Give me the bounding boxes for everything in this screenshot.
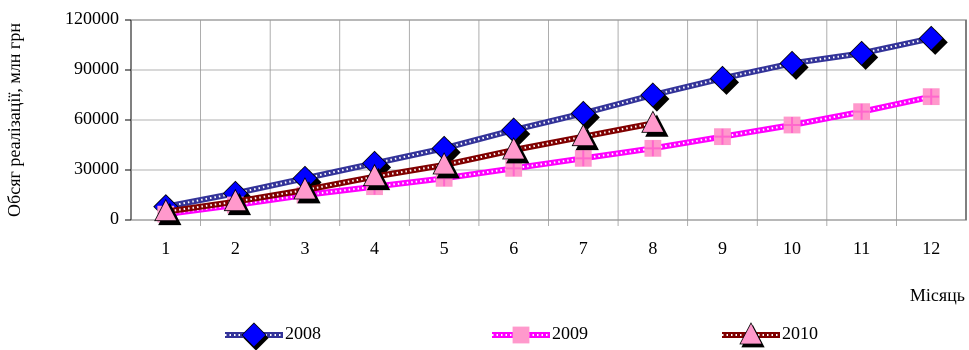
x-tick-label: 2 [231,238,240,258]
x-tick-label: 8 [648,238,657,258]
marker [362,163,387,187]
marker [641,110,665,133]
marker [571,123,595,147]
series-line-dots [165,122,654,213]
x-tick-label: 12 [922,238,940,258]
legend-label: 2010 [782,323,818,343]
x-tick-label: 4 [370,238,379,258]
y-tick-label: 60000 [74,108,119,128]
y-axis-title: Обсяг реалізації, млн грн [4,23,24,217]
legend-marker [241,322,267,348]
marker [432,152,456,175]
x-tick-label: 1 [161,238,170,258]
x-tick-label: 5 [440,238,449,258]
x-tick-label: 9 [718,238,727,258]
legend-marker [512,326,530,344]
y-tick-label: 30000 [74,158,119,178]
x-tick-label: 11 [853,238,870,258]
legend-label: 2008 [285,323,321,343]
marker [640,82,666,108]
series-line-dots [165,95,932,216]
x-tick-label: 7 [579,238,588,258]
marker [849,40,875,66]
x-tick-label: 3 [300,238,309,258]
y-tick-label: 90000 [74,58,119,78]
marker [918,25,944,51]
x-tick-label: 10 [783,238,801,258]
marker [223,188,248,212]
legend-marker [739,322,763,345]
series-line-dots [165,37,932,208]
marker [293,177,317,200]
marker [502,137,526,160]
marker [154,198,178,222]
marker [779,50,805,76]
y-tick-label: 120000 [65,8,119,28]
x-tick-label: 6 [509,238,518,258]
marker [709,65,736,91]
y-tick-label: 0 [110,208,119,228]
x-axis-title: Місяць [910,285,965,305]
legend-label: 2009 [552,323,588,343]
